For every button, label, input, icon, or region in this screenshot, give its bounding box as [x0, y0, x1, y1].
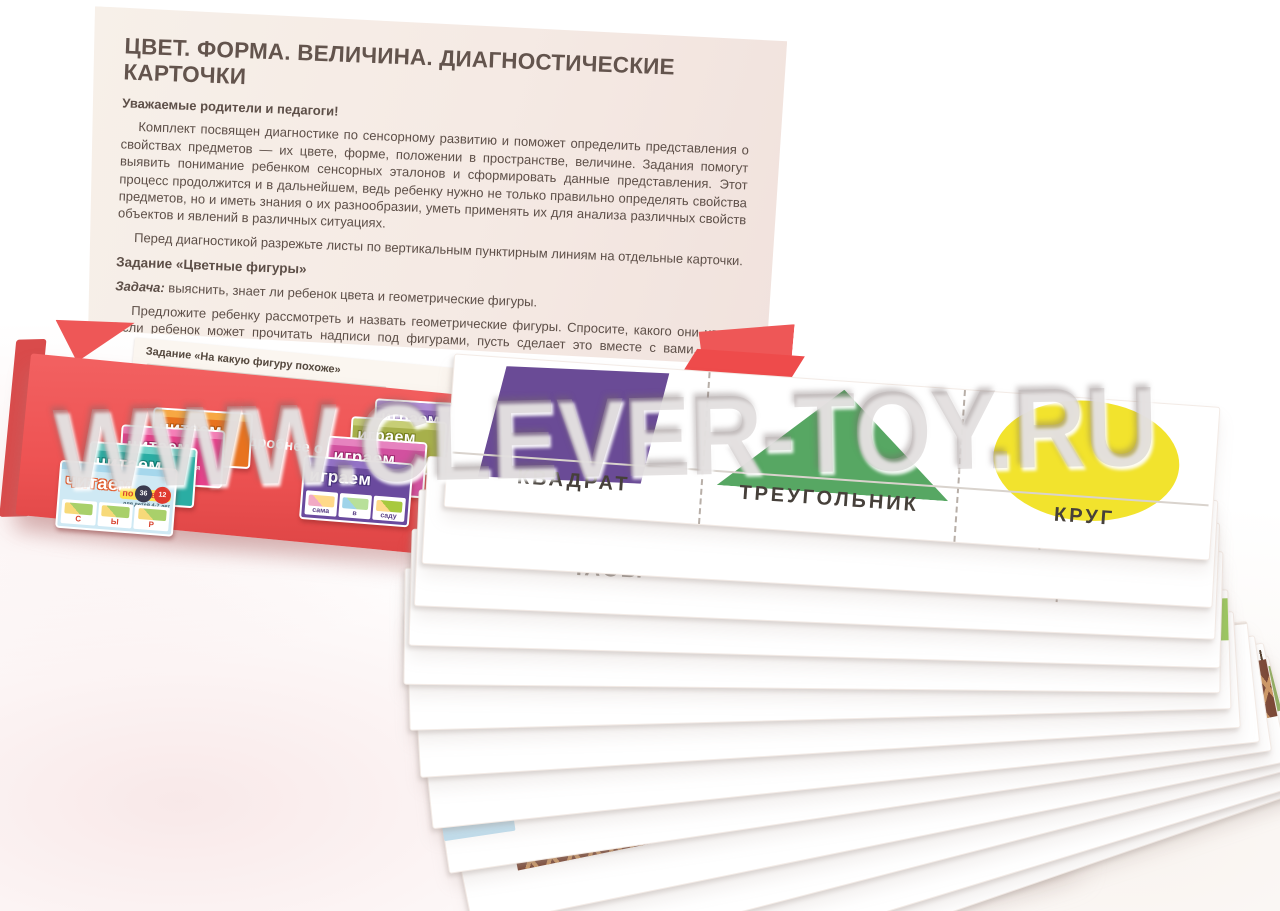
thumbnail-chitaem-po-bukvam: читаем по буквам для детей 4-7 лет С Ы Р…	[55, 459, 179, 537]
letter-card: Ы	[97, 501, 134, 529]
shape-cell-circle: КРУГ	[955, 390, 1219, 559]
letter-card: С	[60, 499, 97, 526]
word-cards-row: сама в саду	[304, 490, 406, 523]
word-card: сама	[304, 490, 339, 517]
shape-cell-triangle: ТРЕУГОЛЬНИК	[700, 372, 966, 542]
sheet-paragraph-1: Комплект посвящен диагностике по сенсорн…	[117, 119, 750, 232]
task-goal-label: Задача:	[114, 278, 166, 296]
letter: С	[74, 514, 82, 524]
letter: Р	[148, 520, 155, 530]
word-card: саду	[372, 495, 406, 523]
letter: Ы	[110, 517, 119, 527]
instruction-sheet: ЦВЕТ. ФОРМА. ВЕЛИЧИНА. ДИАГНОСТИЧЕСКИЕ К…	[75, 6, 787, 367]
word: в	[352, 510, 357, 518]
shape-cell-square: КВАДРАТ	[444, 354, 711, 524]
thumbnail-igraem-4: играем сама в саду	[298, 454, 414, 528]
word-card-picture	[376, 500, 403, 514]
word: саду	[380, 512, 397, 521]
letter-card: Р	[133, 504, 171, 532]
word-card-picture	[308, 494, 335, 508]
word: сама	[311, 507, 330, 516]
word-card: в	[338, 492, 373, 520]
word-card-picture	[342, 497, 369, 511]
